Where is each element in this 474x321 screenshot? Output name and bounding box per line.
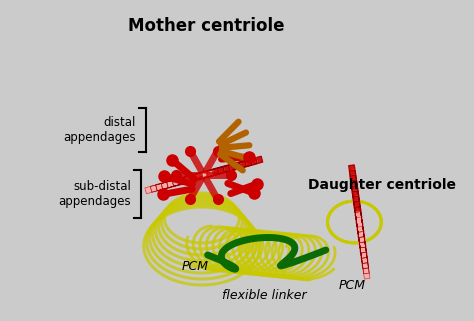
Polygon shape xyxy=(155,168,219,191)
Polygon shape xyxy=(167,165,230,188)
Polygon shape xyxy=(352,191,366,253)
Polygon shape xyxy=(183,161,246,183)
Polygon shape xyxy=(356,217,370,279)
Polygon shape xyxy=(350,175,364,238)
Polygon shape xyxy=(355,212,369,274)
Polygon shape xyxy=(161,167,225,189)
Polygon shape xyxy=(352,186,365,248)
Text: PCM: PCM xyxy=(182,260,209,273)
Polygon shape xyxy=(161,167,225,189)
Polygon shape xyxy=(355,212,369,274)
Polygon shape xyxy=(189,159,252,182)
Polygon shape xyxy=(349,170,364,232)
Polygon shape xyxy=(183,161,246,183)
Polygon shape xyxy=(351,180,365,243)
Polygon shape xyxy=(352,191,366,253)
Polygon shape xyxy=(351,180,365,243)
Polygon shape xyxy=(155,168,219,191)
Polygon shape xyxy=(145,171,208,194)
Polygon shape xyxy=(354,201,368,264)
Polygon shape xyxy=(351,180,365,243)
Polygon shape xyxy=(194,158,257,180)
Polygon shape xyxy=(194,158,257,180)
Polygon shape xyxy=(188,159,252,182)
Polygon shape xyxy=(355,206,368,269)
Text: sub-distal
appendages: sub-distal appendages xyxy=(58,179,131,209)
Text: PCM: PCM xyxy=(339,279,366,292)
Polygon shape xyxy=(354,201,368,264)
Polygon shape xyxy=(354,201,368,264)
Polygon shape xyxy=(172,164,236,186)
Text: Mother centriole: Mother centriole xyxy=(128,17,285,35)
Polygon shape xyxy=(350,175,364,238)
Polygon shape xyxy=(172,164,235,187)
Polygon shape xyxy=(352,186,365,248)
Polygon shape xyxy=(349,170,364,232)
Polygon shape xyxy=(150,169,214,192)
Polygon shape xyxy=(350,175,364,238)
Polygon shape xyxy=(178,162,241,185)
Polygon shape xyxy=(352,191,366,253)
Polygon shape xyxy=(166,165,230,188)
Polygon shape xyxy=(150,170,214,192)
Polygon shape xyxy=(178,162,241,185)
Polygon shape xyxy=(189,159,252,182)
Polygon shape xyxy=(161,167,224,189)
Text: Daughter centriole: Daughter centriole xyxy=(308,178,456,192)
Polygon shape xyxy=(200,156,263,179)
Polygon shape xyxy=(353,196,367,258)
Polygon shape xyxy=(156,168,219,191)
Polygon shape xyxy=(355,206,368,269)
Polygon shape xyxy=(355,206,368,269)
Polygon shape xyxy=(177,162,241,185)
Polygon shape xyxy=(183,161,246,183)
Text: distal
appendages: distal appendages xyxy=(63,116,136,144)
Polygon shape xyxy=(353,196,367,258)
Polygon shape xyxy=(167,165,230,188)
Text: flexible linker: flexible linker xyxy=(221,289,306,302)
Polygon shape xyxy=(352,186,365,248)
Polygon shape xyxy=(172,164,236,186)
Polygon shape xyxy=(349,165,363,227)
Polygon shape xyxy=(353,196,367,258)
